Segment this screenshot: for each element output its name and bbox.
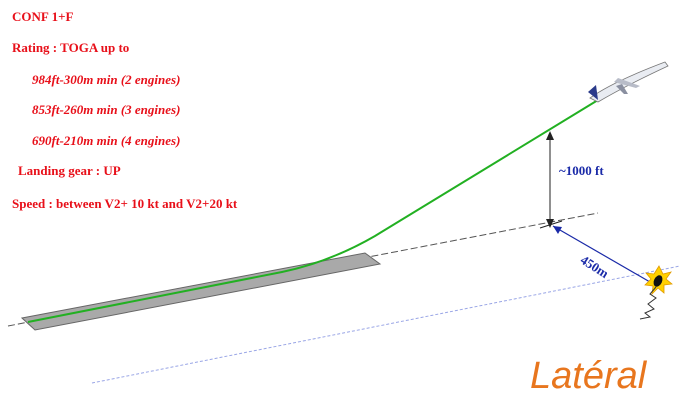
rating-line-2-engines: 984ft-300m min (2 engines) bbox=[32, 72, 181, 87]
distance-dimension-line bbox=[552, 225, 651, 283]
height-arrow-bottom bbox=[546, 219, 554, 228]
aircraft-icon bbox=[588, 61, 669, 103]
caption-lateral: Latéral bbox=[530, 355, 647, 397]
rating-line-4-engines: 690ft-210m min (4 engines) bbox=[32, 133, 181, 148]
speed-label: Speed : between V2+ 10 kt and V2+20 kt bbox=[12, 196, 238, 211]
flight-path bbox=[27, 99, 599, 323]
rating-line-3-engines: 853ft-260m min (3 engines) bbox=[32, 102, 181, 117]
height-tick bbox=[539, 220, 563, 229]
explosion-icon bbox=[639, 265, 673, 320]
height-label: ~1000 ft bbox=[559, 163, 604, 178]
configuration-label: CONF 1+F bbox=[12, 9, 74, 24]
height-arrow-top bbox=[546, 131, 554, 140]
rating-label: Rating : TOGA up to bbox=[12, 40, 130, 55]
distance-arrow bbox=[553, 226, 562, 234]
runway bbox=[20, 252, 382, 331]
landing-gear-label: Landing gear : UP bbox=[18, 163, 121, 178]
